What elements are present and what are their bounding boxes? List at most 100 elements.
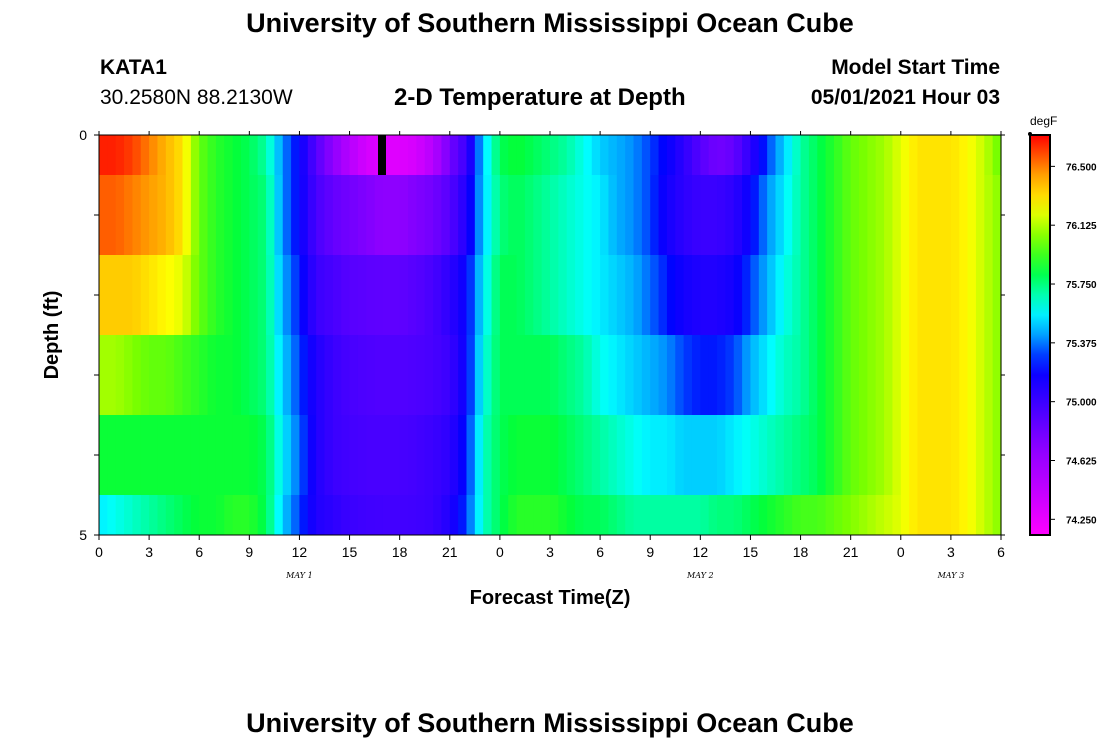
heatmap-cell xyxy=(107,175,117,256)
heatmap-cell xyxy=(633,335,643,416)
heatmap-cell xyxy=(800,135,810,176)
heatmap-cell xyxy=(675,495,685,536)
colorbar-tick-label: 74.625 xyxy=(1066,456,1097,467)
heatmap-cell xyxy=(909,335,919,416)
heatmap-cell xyxy=(833,175,843,256)
heatmap-cell xyxy=(984,175,994,256)
heatmap-cell xyxy=(550,495,559,536)
heatmap-cell xyxy=(658,135,668,176)
heatmap-cell xyxy=(332,335,342,416)
heatmap-cell xyxy=(875,335,885,416)
heatmap-cell xyxy=(717,335,726,416)
colorbar-cap-dot xyxy=(1028,132,1032,136)
heatmap-cell xyxy=(583,495,593,536)
heatmap-cell xyxy=(575,415,585,496)
heatmap-cell xyxy=(909,135,919,176)
heatmap-cell xyxy=(266,175,275,256)
heatmap-cell xyxy=(249,255,259,336)
heatmap-cell xyxy=(424,415,434,496)
heatmap-cell xyxy=(675,255,685,336)
heatmap-cell xyxy=(725,175,735,256)
heatmap-cell xyxy=(149,135,159,176)
heatmap-cell xyxy=(725,415,735,496)
heatmap-cell xyxy=(892,335,902,416)
heatmap-cell xyxy=(650,495,660,536)
heatmap-cell xyxy=(591,175,601,256)
heatmap-cell xyxy=(683,415,693,496)
heatmap-cell xyxy=(357,175,367,256)
heatmap-cell xyxy=(349,415,359,496)
heatmap-cell xyxy=(449,335,459,416)
heatmap-cell xyxy=(700,255,710,336)
heatmap-cell xyxy=(700,335,710,416)
heatmap-cell xyxy=(641,175,651,256)
heatmap-cell xyxy=(984,495,994,536)
heatmap-cell xyxy=(157,335,167,416)
heatmap-cell xyxy=(382,335,392,416)
x-tick-label: 18 xyxy=(793,544,809,560)
x-tick-label: 9 xyxy=(245,544,253,560)
heatmap-cell xyxy=(725,135,735,176)
heatmap-cell xyxy=(758,135,768,176)
heatmap-cell xyxy=(934,175,944,256)
heatmap-cell xyxy=(199,255,209,336)
y-tick-label: 0 xyxy=(79,127,87,143)
heatmap-cell xyxy=(215,335,225,416)
heatmap-cell xyxy=(232,495,242,536)
heatmap-cell xyxy=(316,415,326,496)
heatmap-cell xyxy=(399,175,409,256)
heatmap-cell xyxy=(817,135,827,176)
heatmap-cell xyxy=(967,495,977,536)
station-coordinates: 30.2580N 88.2130W xyxy=(100,86,293,109)
bottom-title: University of Southern Mississippi Ocean… xyxy=(246,708,854,738)
heatmap-cell xyxy=(207,495,217,536)
heatmap-cell xyxy=(800,175,810,256)
heatmap-cell xyxy=(307,255,317,336)
heatmap-cell xyxy=(499,135,509,176)
heatmap-cell xyxy=(700,495,710,536)
heatmap-cell xyxy=(249,415,259,496)
heatmap-cell xyxy=(199,495,209,536)
heatmap-cell xyxy=(775,495,785,536)
heatmap-cell xyxy=(733,135,743,176)
y-tick-label: 5 xyxy=(79,527,87,543)
heatmap-cell xyxy=(717,415,726,496)
heatmap-cell xyxy=(867,135,877,176)
colorbar-ticks: 76.500 76.125 75.750 75.375 75.000 74.625 74.2… xyxy=(1050,162,1097,526)
heatmap-cell xyxy=(892,135,902,176)
heatmap-cell xyxy=(650,175,660,256)
heatmap-cell xyxy=(608,255,618,336)
heatmap-cell xyxy=(282,415,292,496)
heatmap-cell xyxy=(199,415,209,496)
heatmap-cell xyxy=(917,335,927,416)
heatmap-cell xyxy=(808,415,818,496)
heatmap-cell xyxy=(717,255,726,336)
heatmap-cell xyxy=(767,135,777,176)
heatmap-cell xyxy=(942,495,952,536)
heatmap-cell xyxy=(257,415,267,496)
heatmap-cell xyxy=(324,415,334,496)
heatmap-cell xyxy=(825,335,835,416)
heatmap-cell xyxy=(299,135,309,176)
heatmap-cell xyxy=(408,135,417,176)
heatmap-cell xyxy=(140,495,150,536)
heatmap-cell xyxy=(391,135,401,176)
heatmap-cell xyxy=(99,335,108,416)
heatmap-cell xyxy=(324,255,334,336)
heatmap-cell xyxy=(391,175,401,256)
heatmap-cell xyxy=(224,135,234,176)
heatmap-cell xyxy=(466,135,476,176)
heatmap-cell xyxy=(240,335,250,416)
heatmap-cell xyxy=(683,175,693,256)
heatmap-cell xyxy=(800,495,810,536)
heatmap-cell xyxy=(758,255,768,336)
heatmap-cell xyxy=(524,175,534,256)
heatmap-cell xyxy=(959,175,969,256)
heatmap-cell xyxy=(132,175,142,256)
heatmap-cell xyxy=(767,255,777,336)
x-tick-label: 12 xyxy=(292,544,308,560)
heatmap-cell xyxy=(124,495,134,536)
model-start-value: 05/01/2021 Hour 03 xyxy=(810,86,1000,109)
heatmap-cell xyxy=(174,135,184,176)
heatmap-cell xyxy=(124,415,134,496)
